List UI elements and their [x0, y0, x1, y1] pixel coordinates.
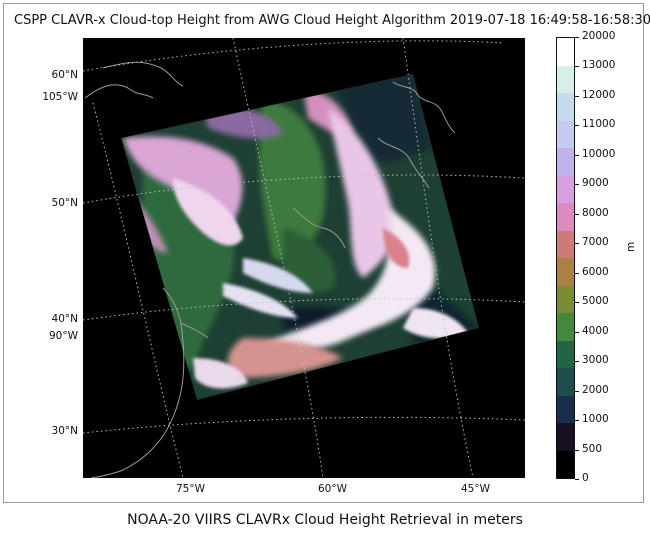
plot-title: CSPP CLAVR-x Cloud-top Height from AWG C… [14, 13, 650, 28]
cloud-front-tail [227, 338, 343, 378]
lat-label-30n: 30°N [51, 425, 78, 437]
colorbar-segment [557, 148, 574, 176]
colorbar-label: 0 [582, 472, 589, 484]
colorbar [556, 37, 575, 479]
map-canvas [83, 38, 525, 478]
colorbar-segment [557, 340, 574, 368]
colorbar-segment [557, 93, 574, 121]
colorbar-tick [575, 184, 579, 186]
coast-labrador [392, 81, 456, 134]
meridian-60w [232, 38, 324, 478]
coast-nova-scotia [292, 207, 346, 249]
colorbar-label: 4000 [582, 324, 609, 337]
colorbar-label: 3000 [582, 354, 609, 367]
lon-label-75w: 75°W [176, 483, 205, 495]
cloud-front-north [328, 108, 395, 278]
cloud-south-white [193, 358, 248, 389]
colorbar-segment [557, 368, 574, 396]
land-green-north [258, 98, 326, 261]
coast-east-us [122, 287, 185, 471]
colorbar-segment [557, 395, 574, 423]
graticule [83, 38, 525, 478]
colorbar-label: 9000 [582, 177, 609, 190]
colorbar-label: 10000 [582, 147, 616, 160]
colorbar-unit: m [625, 241, 637, 252]
colorbar-label: 20000 [582, 30, 616, 42]
colorbar-tick [575, 37, 579, 38]
lon-label-60w: 60°W [318, 483, 347, 495]
cloud-se-white [403, 308, 468, 339]
colorbar-tick [575, 361, 579, 363]
lat-label-40n: 40°N [51, 313, 78, 325]
parallel-50 [83, 174, 525, 204]
coast-florida [90, 469, 124, 478]
colorbar-label: 12000 [582, 88, 616, 101]
colorbar-tick [575, 66, 579, 68]
land-green-center [283, 228, 336, 292]
lat-label-50n: 50°N [51, 197, 78, 209]
colorbar-tick [575, 154, 579, 156]
colorbar-segment [557, 423, 574, 451]
colorbar-tick [575, 302, 579, 304]
parallel-30 [83, 416, 525, 434]
colorbar-label: 1000 [582, 413, 609, 426]
coast-hudson [102, 61, 184, 87]
coast-chesapeake [180, 322, 209, 339]
figure-caption: NOAA-20 VIIRS CLAVRx Cloud Height Retrie… [127, 512, 523, 528]
colorbar-segment [557, 450, 574, 478]
colorbar-label: 11000 [582, 118, 616, 131]
colorbar-label: 6000 [582, 265, 609, 278]
colorbar-label: 2000 [582, 383, 609, 396]
coast-north [84, 84, 154, 99]
colorbar-tick [575, 95, 579, 97]
colorbar-segment [557, 313, 574, 341]
colorbar-segment [557, 230, 574, 258]
parallel-60 [83, 40, 504, 72]
colorbar-label: 7000 [582, 236, 609, 249]
colorbar-tick [575, 420, 579, 422]
colorbar-tick [575, 272, 579, 274]
lon-label-45w: 45°W [461, 483, 490, 495]
lat-label-60n: 60°N [51, 69, 78, 81]
satellite-swath [120, 73, 480, 401]
colorbar-tick [575, 213, 579, 215]
colorbar-tick [575, 331, 579, 333]
colorbar-segment [557, 175, 574, 203]
cloud-front-knot [383, 228, 410, 268]
colorbar-tick [575, 479, 579, 480]
coastlines [84, 61, 456, 478]
cloud-west-core [173, 178, 243, 246]
colorbar-tick [575, 449, 579, 451]
parallel-40 [83, 298, 525, 321]
colorbar-segment [557, 203, 574, 231]
colorbar-segment [557, 65, 574, 93]
colorbar-label: 500 [582, 442, 603, 455]
cloud-streak-2 [223, 283, 298, 318]
colorbar-label: 8000 [582, 206, 609, 219]
colorbar-label: 13000 [582, 59, 616, 72]
map-panel [83, 38, 525, 478]
colorbar-tick [575, 125, 579, 127]
colorbar-segment [557, 258, 574, 286]
colorbar-segment [557, 120, 574, 148]
meridian-45w [402, 38, 474, 478]
swath-outline [120, 73, 480, 401]
coast-newfoundland [377, 137, 430, 189]
colorbar-label: 5000 [582, 295, 609, 308]
colorbar-segment [557, 38, 574, 66]
lon-label-105w: 105°W [42, 91, 78, 103]
ocean-clear-ne [333, 74, 433, 163]
colorbar-segment [557, 285, 574, 313]
colorbar-tick [575, 390, 579, 392]
cloud-streak-1 [243, 258, 313, 293]
lon-label-90w: 90°W [49, 330, 78, 342]
colorbar-tick [575, 243, 579, 245]
